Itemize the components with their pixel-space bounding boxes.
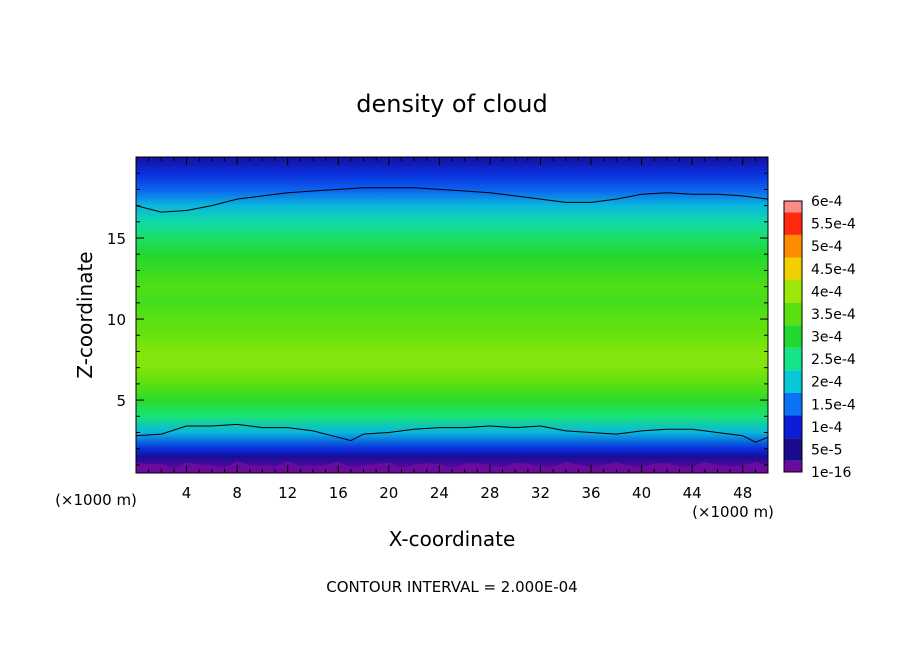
colorbar: 1e-16 5e-5 1e-4 1.5e-4 2e-4 2.5e-4 3e-4 3.5e-4 4… [783,194,856,481]
colorbar-label: 3.5e-4 [811,307,856,323]
y-tick-label: 10 [107,311,126,329]
x-unit-left: (×1000 m) [55,491,137,509]
y-axis-label: Z-coordinate [73,251,97,378]
colorbar-label: 2.5e-4 [811,352,856,368]
colorbar-label: 5.5e-4 [811,217,856,233]
colorbar-swatch [784,393,802,416]
colorbar-swatch [784,257,802,281]
x-tick-label: 4 [182,484,192,502]
colorbar-swatch [784,370,802,393]
x-tick-label: 16 [329,484,348,502]
lower-contour-line [136,423,768,443]
colorbar-label: 5e-4 [811,239,843,255]
x-tick-label: 44 [683,484,702,502]
surface-low-density-band [136,461,768,473]
colorbar-swatch [784,415,802,439]
y-axis-ticks: 5 10 15 [107,172,768,466]
colorbar-label: 2e-4 [811,375,843,391]
colorbar-label: 1e-16 [811,465,851,481]
x-tick-label: 12 [278,484,297,502]
chart-title: density of cloud [356,90,547,118]
x-tick-label: 48 [733,484,752,502]
colorbar-label: 4.5e-4 [811,262,856,278]
x-axis-label: X-coordinate [389,527,516,551]
y-tick-label: 5 [116,392,126,410]
x-tick-label: 32 [531,484,550,502]
colorbar-label: 4e-4 [811,284,843,300]
colorbar-swatch [784,302,802,326]
density-field [136,157,768,473]
x-tick-label: 36 [581,484,600,502]
colorbar-label: 6e-4 [811,194,843,210]
colorbar-swatch [784,438,802,461]
x-unit-right: (×1000 m) [692,503,774,521]
y-tick-label: 15 [107,230,126,248]
x-tick-label: 28 [480,484,499,502]
colorbar-swatch [784,234,802,258]
x-tick-label: 20 [379,484,398,502]
x-tick-label: 40 [632,484,651,502]
colorbar-swatch [784,201,802,213]
colorbar-label: 1.5e-4 [811,397,856,413]
colorbar-swatch [784,212,802,235]
contour-interval-label: CONTOUR INTERVAL = 2.000E-04 [326,578,577,596]
x-axis-ticks: 4 8 12 16 20 24 28 32 36 40 44 48 [148,157,756,502]
x-tick-label: 24 [430,484,449,502]
colorbar-swatch [784,460,802,472]
plot-area [136,157,768,473]
colorbar-swatch [784,280,802,303]
colorbar-frame [783,200,803,473]
x-tick-label: 8 [232,484,242,502]
colorbar-label: 1e-4 [811,420,843,436]
colorbar-swatch [784,347,802,371]
upper-contour-line [136,187,768,213]
colorbar-swatch [784,325,802,348]
colorbar-label: 5e-5 [811,442,842,458]
colorbar-label: 3e-4 [811,330,843,346]
